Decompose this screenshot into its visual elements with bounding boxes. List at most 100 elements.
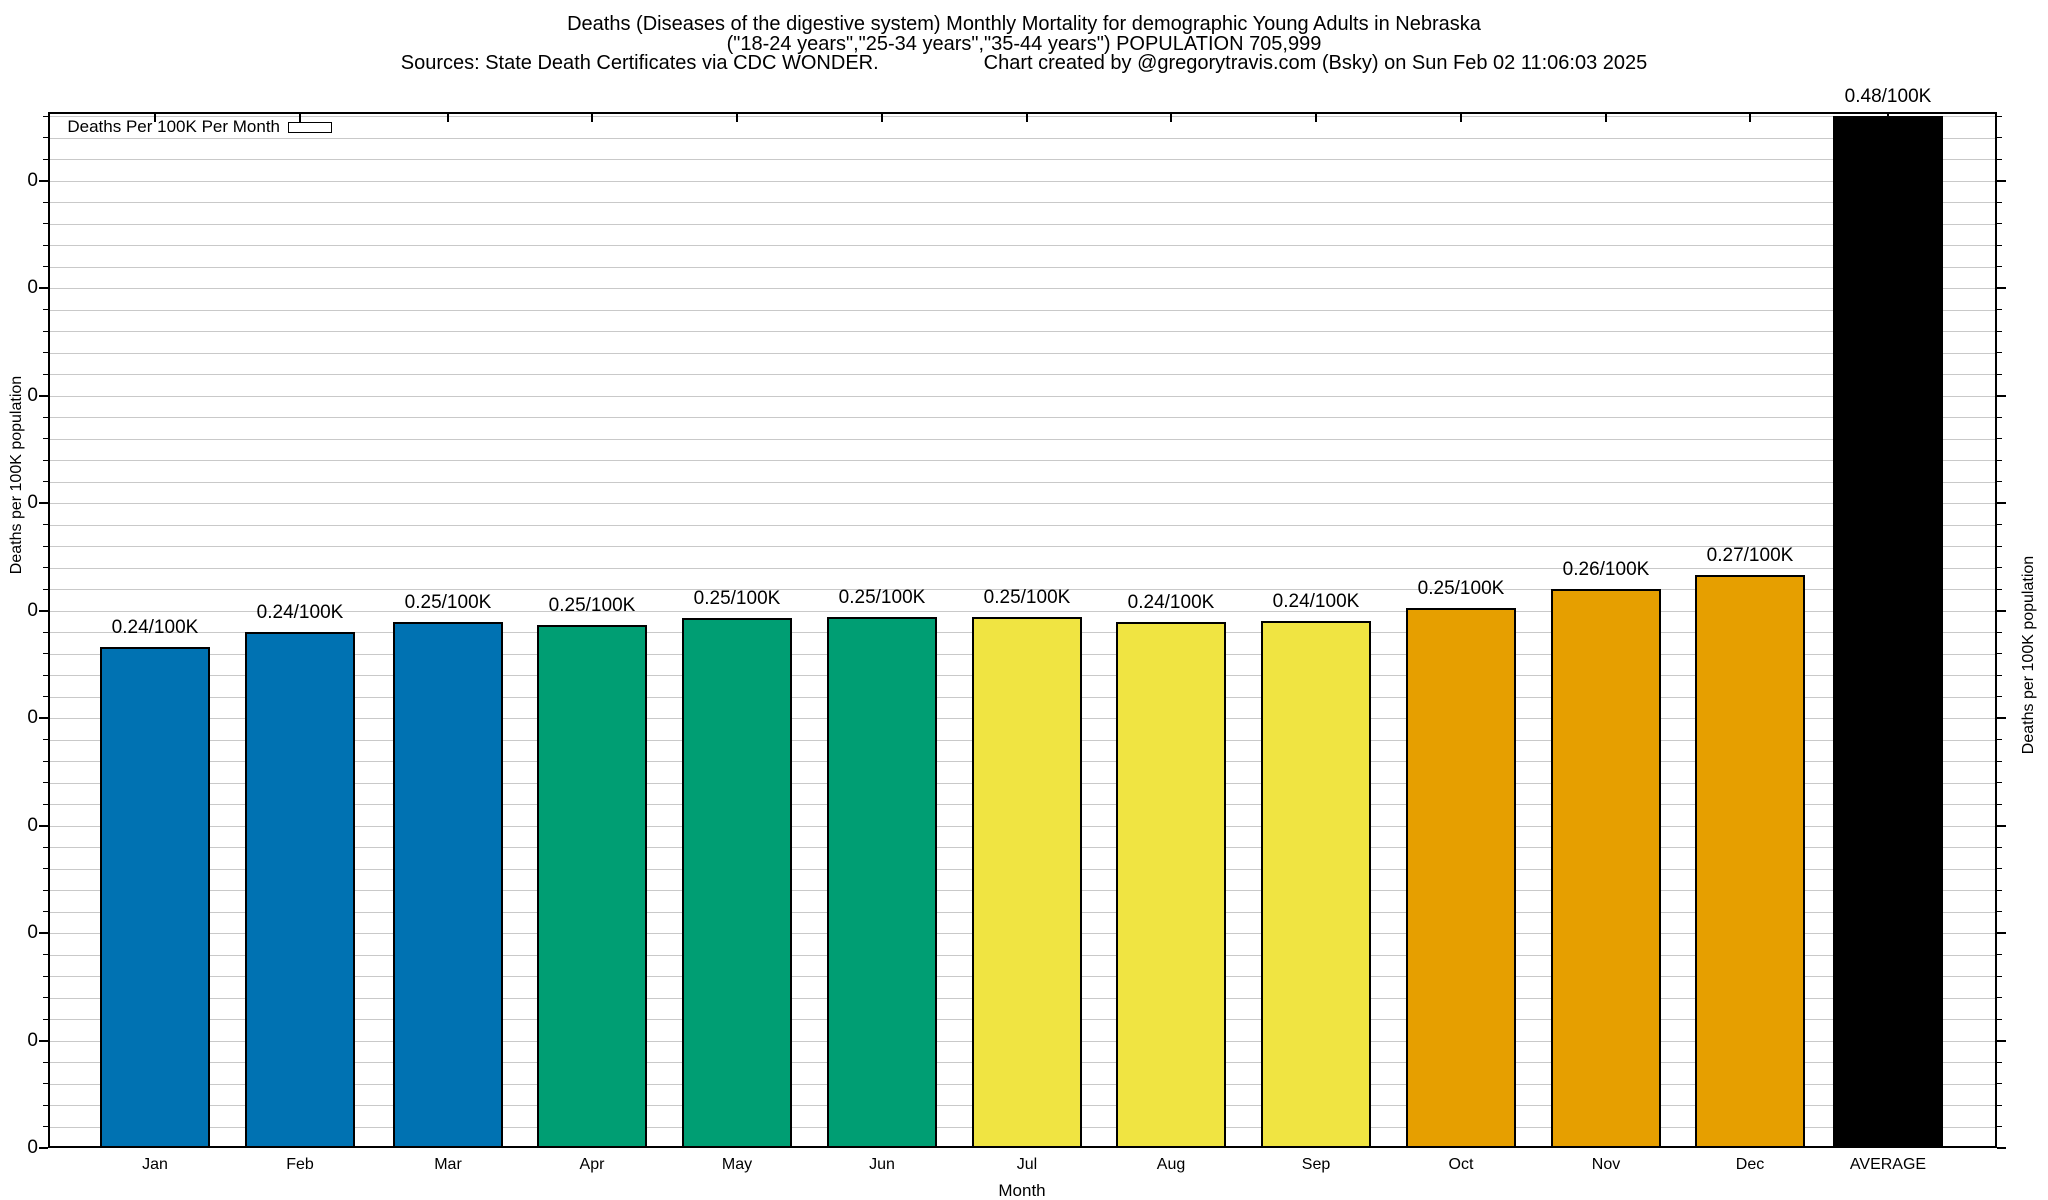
y-tick-left <box>43 459 48 461</box>
bar-mar <box>393 621 503 1148</box>
y-tick-right <box>1997 545 2002 547</box>
y-tick-right <box>1997 266 2002 267</box>
x2-tick <box>154 112 156 122</box>
y-tick-left <box>43 653 48 654</box>
bar-value-feb: 0.24/100K <box>256 602 344 623</box>
y-tick-right <box>1997 1018 2002 1020</box>
y-tick-left <box>43 158 48 160</box>
y-tick-left <box>43 889 48 891</box>
chart-notes: Sources: State Death Certificates via CD… <box>0 53 2048 73</box>
gridline <box>50 352 1995 354</box>
gridline <box>50 288 1995 289</box>
gridline <box>50 503 1995 504</box>
chart-subtitle: ("18-24 years","25-34 years","35-44 year… <box>726 33 1322 55</box>
y-tick-right <box>1997 524 2002 525</box>
y-tick-right <box>1997 653 2002 654</box>
y-tick-left <box>43 309 48 310</box>
gridline <box>50 589 1995 590</box>
x-tick-label-jun: Jun <box>869 1156 895 1173</box>
y-tick-left <box>43 416 48 418</box>
gridline <box>50 180 1995 182</box>
bar-aug <box>1116 621 1226 1148</box>
x-tick-label-sep: Sep <box>1301 1156 1331 1173</box>
legend-swatch-icon <box>288 121 332 133</box>
x2-tick <box>1749 112 1751 122</box>
y-tick-left <box>43 954 48 955</box>
x-tick-label-jan: Jan <box>142 1156 168 1173</box>
y-tick-left <box>39 717 48 719</box>
y-tick-right <box>1997 911 2002 912</box>
y-tick-right <box>1997 201 2002 203</box>
x-axis-label: Month <box>998 1181 1046 1200</box>
y-tick-right <box>1997 481 2002 482</box>
y-tick-left <box>43 1061 48 1063</box>
gridline <box>50 309 1995 311</box>
gridline <box>50 331 1995 332</box>
y-tick-right <box>1997 394 2006 397</box>
gridline <box>50 567 1995 569</box>
y-tick-label: 0 <box>27 492 38 513</box>
y-tick-left <box>39 609 48 612</box>
y-tick-right <box>1997 567 2002 568</box>
y-tick-right <box>1997 459 2002 461</box>
y-tick-right <box>1997 631 2002 633</box>
y-tick-left <box>43 1018 48 1020</box>
x-tick-label-nov: Nov <box>1591 1156 1621 1173</box>
y-tick-left <box>43 137 48 138</box>
y-tick-left <box>43 352 48 353</box>
y-tick-right <box>1997 868 2002 869</box>
y-tick-left <box>43 868 48 869</box>
y-tick-left <box>43 674 48 676</box>
y-tick-label: 0 <box>27 922 38 943</box>
y-tick-left <box>39 1147 48 1149</box>
y-tick-left <box>43 1126 48 1127</box>
x2-tick <box>591 112 593 122</box>
gridline <box>50 610 1995 612</box>
y-tick-left <box>43 1104 48 1106</box>
y-tick-right <box>1997 997 2002 998</box>
y-tick-left <box>39 824 48 827</box>
y-tick-left <box>43 631 48 633</box>
y-tick-right <box>1997 1061 2002 1063</box>
y-tick-right <box>1997 137 2002 138</box>
y-tick-right <box>1997 696 2002 697</box>
y-tick-right <box>1997 932 2006 934</box>
y-tick-right <box>1997 824 2006 827</box>
bar-value-jun: 0.25/100K <box>838 586 926 608</box>
y-tick-left <box>43 201 48 203</box>
y-tick-right <box>1997 416 2002 418</box>
gridline <box>50 116 1995 117</box>
credit-note: Chart created by @gregorytravis.com (Bsk… <box>983 52 1648 74</box>
y-tick-left <box>43 997 48 998</box>
y-tick-left <box>43 760 48 762</box>
y-tick-right <box>1997 1039 2006 1042</box>
x-tick-label-aug: Aug <box>1156 1156 1186 1173</box>
y-tick-right <box>1997 846 2002 848</box>
y-tick-right <box>1997 760 2002 762</box>
bar-jan <box>100 647 210 1148</box>
y-tick-left <box>39 932 48 934</box>
y-tick-right <box>1997 889 2002 891</box>
bar-average <box>1833 116 1943 1148</box>
y-tick-label: 0 <box>27 277 38 298</box>
y-tick-left <box>43 696 48 697</box>
gridline <box>50 266 1995 268</box>
y-tick-label: 0 <box>27 707 38 728</box>
gridline <box>50 460 1995 461</box>
x-tick-label-oct: Oct <box>1448 1156 1474 1173</box>
gridline <box>50 223 1995 225</box>
y-tick-left <box>43 266 48 267</box>
y-tick-right <box>1997 287 2006 289</box>
gridline <box>50 395 1995 397</box>
y-tick-right <box>1997 609 2006 612</box>
y-tick-left <box>43 911 48 912</box>
y-tick-left <box>43 545 48 547</box>
gridline <box>50 159 1995 160</box>
bar-feb <box>245 632 355 1148</box>
x-tick-label-jul: Jul <box>1016 1156 1038 1173</box>
x2-tick <box>299 112 301 122</box>
y-tick-left <box>43 846 48 848</box>
gridline <box>50 245 1995 246</box>
y-tick-left <box>43 1083 48 1084</box>
y-tick-right <box>1997 115 2002 117</box>
